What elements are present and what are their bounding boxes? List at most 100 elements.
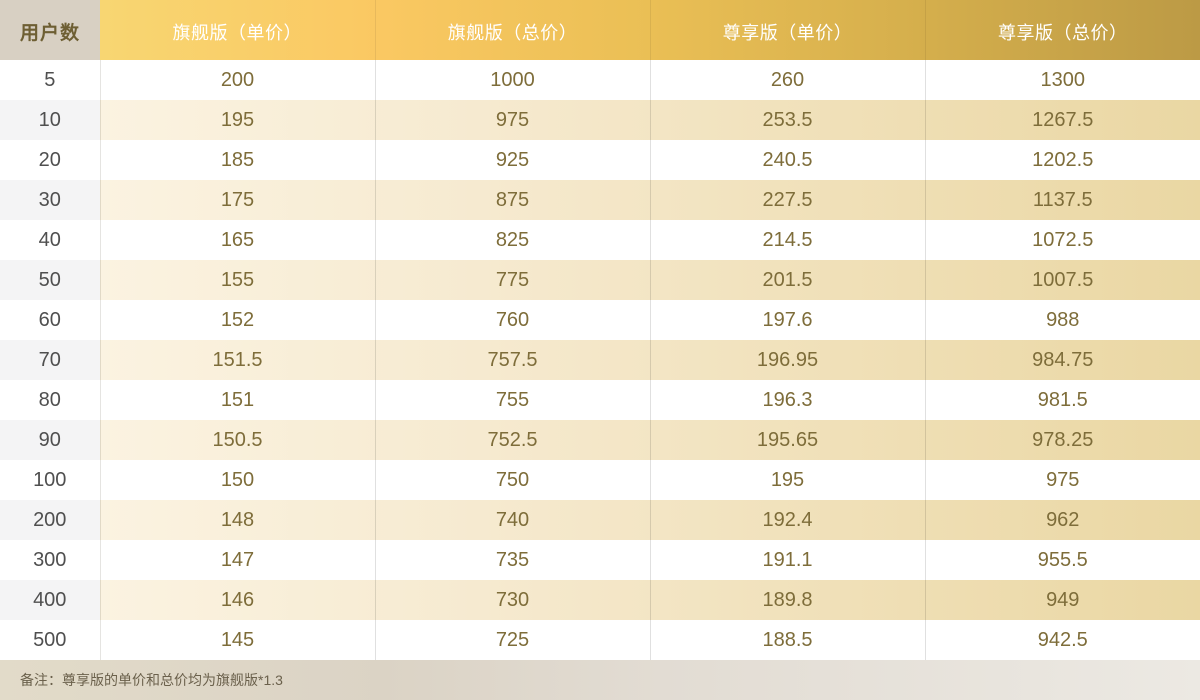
cell-flagship_unit: 200 (100, 60, 376, 100)
cell-premium_total: 1300 (1040, 68, 1086, 91)
pricing-table-body: 5 200 1000 260 1300 10 195 975 253.5 1267.5 20 185 9… (0, 60, 1200, 660)
table-row: 70 151.5 757.5 196.95 984.75 (0, 340, 1200, 380)
table-row: 400 146 730 189.8 949 (0, 580, 1200, 620)
cell-premium_total: 984.75 (1032, 348, 1094, 371)
cell-flagship_unit: 155 (100, 260, 376, 300)
cell-flagship_total: 975 (375, 100, 651, 140)
cell-users: 70 (0, 340, 101, 380)
column-header-users: 用户数 (0, 0, 100, 60)
cell-users: 5 (0, 60, 101, 100)
cell-premium_total: 942.5 (1037, 628, 1088, 651)
cell-flagship_total: 750 (375, 460, 651, 500)
cell-premium_unit: 196.3 (650, 380, 926, 420)
cell-users: 90 (0, 420, 101, 460)
table-row: 20 185 925 240.5 1202.5 (0, 140, 1200, 180)
cell-premium_total: 1137.5 (1032, 188, 1093, 211)
cell-premium_total: 1202.5 (1032, 148, 1094, 171)
cell-flagship_unit: 195 (100, 100, 376, 140)
pricing-table-header: 用户数 旗舰版（单价） 旗舰版（总价） 尊享版（单价） 尊享版（总价） (0, 0, 1200, 60)
cell-flagship_unit: 175 (100, 180, 376, 220)
cell-premium_unit: 227.5 (650, 180, 926, 220)
cell-flagship_unit: 148 (100, 500, 376, 540)
cell-premium_total: 981.5 (1037, 388, 1088, 411)
cell-premium_unit: 188.5 (650, 620, 926, 660)
cell-users: 300 (0, 540, 101, 580)
cell-flagship_unit: 145 (100, 620, 376, 660)
cell-flagship_total: 1000 (375, 60, 651, 100)
cell-premium_total: 975 (1046, 468, 1080, 491)
cell-premium_unit: 240.5 (650, 140, 926, 180)
cell-flagship_unit: 150.5 (100, 420, 376, 460)
cell-flagship_unit: 152 (100, 300, 376, 340)
cell-premium_unit: 214.5 (650, 220, 926, 260)
cell-premium_total: 955.5 (1037, 548, 1088, 571)
cell-premium_unit: 189.8 (650, 580, 926, 620)
table-row: 10 195 975 253.5 1267.5 (0, 100, 1200, 140)
table-row: 80 151 755 196.3 981.5 (0, 380, 1200, 420)
cell-users: 100 (0, 460, 101, 500)
cell-flagship_total: 760 (375, 300, 651, 340)
cell-premium_unit: 192.4 (650, 500, 926, 540)
cell-premium_unit: 195.65 (650, 420, 926, 460)
cell-premium_unit: 253.5 (650, 100, 926, 140)
cell-flagship_total: 757.5 (375, 340, 651, 380)
cell-flagship_unit: 146 (100, 580, 376, 620)
cell-flagship_total: 740 (375, 500, 651, 540)
cell-users: 50 (0, 260, 101, 300)
cell-users: 40 (0, 220, 101, 260)
cell-premium_total: 978.25 (1032, 428, 1094, 451)
cell-premium_unit: 195 (650, 460, 926, 500)
cell-premium_total: 949 (1046, 588, 1080, 611)
table-row: 40 165 825 214.5 1072.5 (0, 220, 1200, 260)
cell-flagship_unit: 150 (100, 460, 376, 500)
column-header-premium-unit-price: 尊享版（单价） (650, 0, 926, 60)
cell-premium_total: 988 (1046, 308, 1080, 331)
table-row: 300 147 735 191.1 955.5 (0, 540, 1200, 580)
cell-premium_total: 1267.5 (1032, 108, 1094, 131)
cell-premium_unit: 201.5 (650, 260, 926, 300)
cell-users: 10 (0, 100, 101, 140)
cell-flagship_total: 730 (375, 580, 651, 620)
cell-users: 60 (0, 300, 101, 340)
cell-users: 30 (0, 180, 101, 220)
cell-users: 80 (0, 380, 101, 420)
pricing-table: 用户数 旗舰版（单价） 旗舰版（总价） 尊享版（单价） 尊享版（总价） 5 200… (0, 0, 1200, 660)
column-header-premium-total-price: 尊享版（总价） (998, 22, 1128, 43)
cell-premium_total: 962 (1046, 508, 1080, 531)
cell-flagship_total: 755 (375, 380, 651, 420)
table-row: 200 148 740 192.4 962 (0, 500, 1200, 540)
cell-users: 20 (0, 140, 101, 180)
column-header-flagship-total-price: 旗舰版（总价） (375, 0, 651, 60)
cell-flagship_total: 925 (375, 140, 651, 180)
cell-flagship_unit: 151.5 (100, 340, 376, 380)
column-header-flagship-unit-price: 旗舰版（单价） (100, 0, 376, 60)
cell-flagship_unit: 151 (100, 380, 376, 420)
cell-flagship_total: 775 (375, 260, 651, 300)
table-row: 60 152 760 197.6 988 (0, 300, 1200, 340)
cell-users: 200 (0, 500, 101, 540)
cell-flagship_unit: 165 (100, 220, 376, 260)
cell-flagship_total: 725 (375, 620, 651, 660)
cell-flagship_total: 825 (375, 220, 651, 260)
cell-users: 500 (0, 620, 101, 660)
footer-note: 备注：尊享版的单价和总价均为旗舰版*1.3 (0, 660, 1200, 700)
cell-users: 400 (0, 580, 101, 620)
cell-flagship_total: 875 (375, 180, 651, 220)
cell-premium_unit: 197.6 (650, 300, 926, 340)
cell-premium_total: 1072.5 (1032, 228, 1094, 251)
cell-premium_total: 1007.5 (1032, 268, 1094, 291)
table-row: 5 200 1000 260 1300 (0, 60, 1200, 100)
table-row: 30 175 875 227.5 1137.5 (0, 180, 1200, 220)
cell-flagship_unit: 185 (100, 140, 376, 180)
cell-premium_unit: 260 (650, 60, 926, 100)
table-row: 90 150.5 752.5 195.65 978.25 (0, 420, 1200, 460)
cell-flagship_unit: 147 (100, 540, 376, 580)
cell-premium_unit: 196.95 (650, 340, 926, 380)
table-row: 100 150 750 195 975 (0, 460, 1200, 500)
cell-flagship_total: 735 (375, 540, 651, 580)
cell-premium_unit: 191.1 (650, 540, 926, 580)
header-row: 用户数 旗舰版（单价） 旗舰版（总价） 尊享版（单价） 尊享版（总价） (0, 0, 1200, 60)
table-row: 500 145 725 188.5 942.5 (0, 620, 1200, 660)
table-row: 50 155 775 201.5 1007.5 (0, 260, 1200, 300)
cell-flagship_total: 752.5 (375, 420, 651, 460)
